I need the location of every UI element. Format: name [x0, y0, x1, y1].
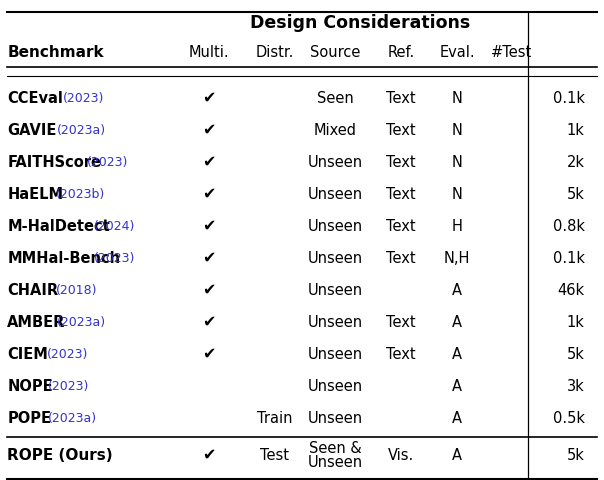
Text: (2023a): (2023a) — [57, 315, 106, 329]
Text: Seen &: Seen & — [309, 441, 361, 456]
Text: Vis.: Vis. — [388, 448, 414, 463]
Text: 3k: 3k — [567, 379, 585, 394]
Text: A: A — [452, 314, 462, 330]
Text: ROPE (Ours): ROPE (Ours) — [7, 448, 113, 463]
Text: A: A — [452, 379, 462, 394]
Text: Unseen: Unseen — [307, 155, 362, 170]
Text: 0.5k: 0.5k — [553, 410, 585, 425]
Text: 0.8k: 0.8k — [553, 219, 585, 234]
Text: GAVIE: GAVIE — [7, 123, 57, 138]
Text: FAITHScore: FAITHScore — [7, 155, 101, 170]
Text: 5k: 5k — [567, 448, 585, 463]
Text: MMHal-Bench: MMHal-Bench — [7, 251, 121, 265]
Text: N: N — [452, 187, 463, 202]
Text: ✔: ✔ — [202, 347, 216, 361]
Text: ✔: ✔ — [202, 314, 216, 330]
Text: N: N — [452, 91, 463, 106]
Text: Text: Text — [387, 347, 416, 361]
Text: Benchmark: Benchmark — [7, 45, 104, 60]
Text: 5k: 5k — [567, 187, 585, 202]
Text: Unseen: Unseen — [307, 455, 362, 469]
Text: ✔: ✔ — [202, 187, 216, 202]
Text: Mixed: Mixed — [313, 123, 356, 138]
Text: ✔: ✔ — [202, 155, 216, 170]
Text: 1k: 1k — [567, 314, 585, 330]
Text: Unseen: Unseen — [307, 347, 362, 361]
Text: #Test: #Test — [490, 45, 532, 60]
Text: 46k: 46k — [557, 283, 585, 298]
Text: N: N — [452, 123, 463, 138]
Text: (2023): (2023) — [63, 92, 104, 105]
Text: Unseen: Unseen — [307, 219, 362, 234]
Text: CCEval: CCEval — [7, 91, 63, 106]
Text: Unseen: Unseen — [307, 187, 362, 202]
Text: 0.1k: 0.1k — [553, 91, 585, 106]
Text: ✔: ✔ — [202, 283, 216, 298]
Text: Text: Text — [387, 314, 416, 330]
Text: Test: Test — [260, 448, 289, 463]
Text: 2k: 2k — [567, 155, 585, 170]
Text: (2023): (2023) — [48, 380, 89, 393]
Text: N: N — [452, 155, 463, 170]
Text: HaELM: HaELM — [7, 187, 63, 202]
Text: AMBER: AMBER — [7, 314, 66, 330]
Text: (2023a): (2023a) — [48, 411, 97, 424]
Text: 1k: 1k — [567, 123, 585, 138]
Text: POPE: POPE — [7, 410, 51, 425]
Text: Unseen: Unseen — [307, 314, 362, 330]
Text: ✔: ✔ — [202, 448, 216, 463]
Text: CHAIR: CHAIR — [7, 283, 59, 298]
Text: Text: Text — [387, 91, 416, 106]
Text: A: A — [452, 283, 462, 298]
Text: A: A — [452, 347, 462, 361]
Text: NOPE: NOPE — [7, 379, 53, 394]
Text: Unseen: Unseen — [307, 379, 362, 394]
Text: (2023a): (2023a) — [57, 124, 106, 137]
Text: 0.1k: 0.1k — [553, 251, 585, 265]
Text: N,H: N,H — [444, 251, 471, 265]
Text: Unseen: Unseen — [307, 283, 362, 298]
Text: ✔: ✔ — [202, 123, 216, 138]
Text: Eval.: Eval. — [439, 45, 475, 60]
Text: M-HalDetect: M-HalDetect — [7, 219, 110, 234]
Text: A: A — [452, 448, 462, 463]
Text: Text: Text — [387, 251, 416, 265]
Text: (2023b): (2023b) — [56, 188, 104, 201]
Text: Source: Source — [310, 45, 360, 60]
Text: Unseen: Unseen — [307, 410, 362, 425]
Text: CIEM: CIEM — [7, 347, 48, 361]
Text: ✔: ✔ — [202, 91, 216, 106]
Text: Unseen: Unseen — [307, 251, 362, 265]
Text: Text: Text — [387, 123, 416, 138]
Text: (2024): (2024) — [94, 220, 135, 233]
Text: Design Considerations: Design Considerations — [250, 14, 470, 32]
Text: Distr.: Distr. — [255, 45, 294, 60]
Text: Train: Train — [257, 410, 293, 425]
Text: (2023): (2023) — [47, 348, 88, 360]
Text: A: A — [452, 410, 462, 425]
Text: (2018): (2018) — [56, 284, 97, 297]
Text: ✔: ✔ — [202, 219, 216, 234]
Text: Text: Text — [387, 155, 416, 170]
Text: (2023): (2023) — [88, 156, 129, 168]
Text: ✔: ✔ — [202, 251, 216, 265]
Text: 5k: 5k — [567, 347, 585, 361]
Text: Seen: Seen — [316, 91, 353, 106]
Text: Multi.: Multi. — [188, 45, 229, 60]
Text: Text: Text — [387, 187, 416, 202]
Text: Text: Text — [387, 219, 416, 234]
Text: (2023): (2023) — [94, 252, 135, 264]
Text: H: H — [452, 219, 463, 234]
Text: Ref.: Ref. — [388, 45, 415, 60]
